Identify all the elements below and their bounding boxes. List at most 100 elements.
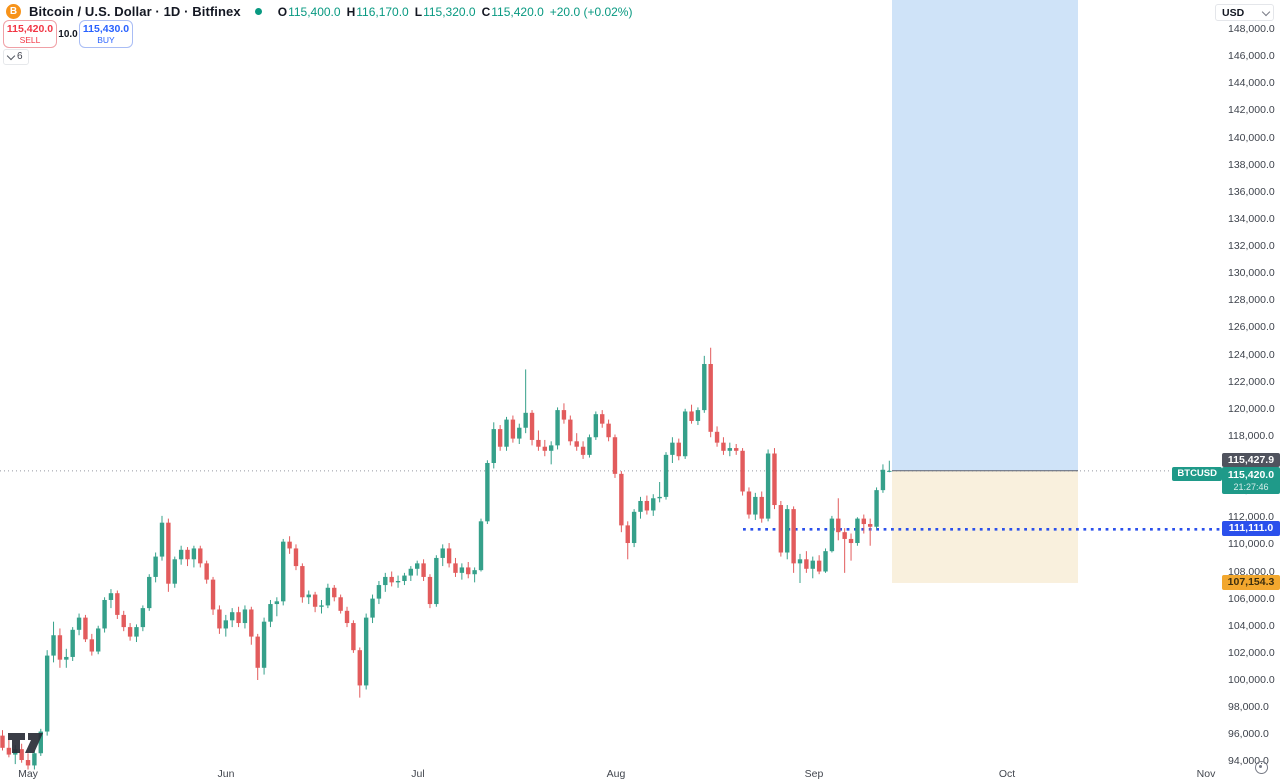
candle xyxy=(593,414,599,438)
price-tick-label: 96,000.0 xyxy=(1228,728,1269,741)
candle xyxy=(542,446,547,451)
candle xyxy=(657,496,662,499)
bar-countdown: 21:27:46 xyxy=(1233,482,1269,492)
candle xyxy=(676,442,681,457)
object-tree-toggle[interactable]: 6 xyxy=(3,49,29,65)
candle xyxy=(217,609,222,629)
candle xyxy=(25,760,31,766)
candle xyxy=(421,563,426,577)
candle xyxy=(695,410,701,421)
price-tick-label: 146,000.0 xyxy=(1228,50,1275,63)
candle xyxy=(663,454,669,497)
ohlc-readout: O115,400.0 H116,170.0 L115,320.0 C115,42… xyxy=(278,5,633,19)
sell-button[interactable]: 115,420.0 SELL xyxy=(3,20,57,48)
price-axis[interactable]: USD 148,000.0 146,000.0 144,000.0 142,000.0… xyxy=(1215,0,1280,783)
candle xyxy=(159,522,165,557)
currency-selector[interactable]: USD xyxy=(1215,4,1274,21)
candle xyxy=(491,429,496,463)
candle xyxy=(874,490,879,527)
change-value: +20.0 (+0.02%) xyxy=(549,4,633,19)
candle xyxy=(753,496,758,515)
tradingview-logo[interactable] xyxy=(7,729,53,756)
candle xyxy=(389,576,394,583)
candle xyxy=(383,576,388,586)
candle xyxy=(281,541,286,602)
sell-price: 115,420.0 xyxy=(6,22,54,35)
candle xyxy=(580,446,586,455)
price-tick-label: 120,000.0 xyxy=(1228,402,1275,415)
candle xyxy=(702,363,707,411)
candle xyxy=(229,612,235,621)
candle xyxy=(682,411,688,457)
open-value: 115,400.0 xyxy=(288,4,341,19)
chart-lines[interactable] xyxy=(0,470,1222,531)
candle xyxy=(363,617,369,686)
candle xyxy=(319,605,324,607)
stop-zone-box[interactable] xyxy=(892,470,1078,583)
candle xyxy=(765,453,771,519)
candle xyxy=(791,509,796,564)
buy-button[interactable]: 115,430.0 BUY xyxy=(79,20,133,48)
candle xyxy=(325,587,331,606)
candle xyxy=(102,599,107,629)
candle xyxy=(778,505,784,553)
low-value: 115,320.0 xyxy=(423,4,476,19)
candle xyxy=(497,429,503,447)
candle xyxy=(415,563,420,569)
candle xyxy=(536,439,541,447)
candle xyxy=(134,627,139,637)
candle xyxy=(357,650,362,686)
price-tick-label: 128,000.0 xyxy=(1228,294,1275,307)
candle xyxy=(210,579,216,610)
price-tick-label: 110,000.0 xyxy=(1228,538,1274,551)
candle xyxy=(555,410,560,446)
candle xyxy=(332,587,337,598)
candle xyxy=(721,442,726,451)
candle xyxy=(459,567,465,573)
scale-settings-icon[interactable] xyxy=(1255,761,1268,774)
candle xyxy=(44,655,50,732)
sell-label: SELL xyxy=(19,35,41,45)
buy-price: 115,430.0 xyxy=(82,22,130,35)
last-price-value: 115,420.0 xyxy=(1227,469,1275,481)
candle xyxy=(510,419,516,439)
symbol-title[interactable]: Bitcoin / U.S. Dollar · 1D · Bitfinex xyxy=(29,4,241,19)
month-label: Nov xyxy=(1196,768,1216,780)
high-label: H xyxy=(346,4,356,19)
candle xyxy=(472,570,477,575)
market-status-icon xyxy=(254,8,262,15)
candle xyxy=(625,525,630,544)
profit-zone-box[interactable] xyxy=(892,0,1078,471)
candle xyxy=(395,580,401,583)
candle xyxy=(804,559,809,569)
price-tick-label: 140,000.0 xyxy=(1228,131,1275,144)
candle xyxy=(293,548,299,567)
price-tick-label: 124,000.0 xyxy=(1228,348,1275,361)
position-entry-price-label: 115,427.9 xyxy=(1222,453,1280,467)
price-tick-label: 100,000.0 xyxy=(1228,674,1275,686)
month-label: May xyxy=(18,768,38,780)
price-tick-label: 126,000.0 xyxy=(1228,321,1275,334)
candle xyxy=(861,518,866,525)
candle xyxy=(38,731,43,754)
candle xyxy=(249,609,254,637)
candle xyxy=(166,522,171,584)
candle xyxy=(810,560,815,569)
candle xyxy=(64,656,69,660)
candle xyxy=(836,518,841,533)
price-tick-label: 132,000.0 xyxy=(1228,240,1275,252)
long-position-tool[interactable] xyxy=(892,0,1078,583)
candle xyxy=(466,567,471,575)
candle xyxy=(714,431,720,443)
candle xyxy=(612,437,618,474)
open-label: O xyxy=(277,4,288,19)
symbol-price-tag: BTCUSD xyxy=(1172,467,1222,481)
price-tick-label: 102,000.0 xyxy=(1228,646,1275,659)
candle xyxy=(727,448,733,451)
candle xyxy=(96,628,101,652)
candle xyxy=(83,617,88,640)
candle xyxy=(651,498,656,511)
candle xyxy=(57,635,63,660)
candle xyxy=(734,448,739,451)
